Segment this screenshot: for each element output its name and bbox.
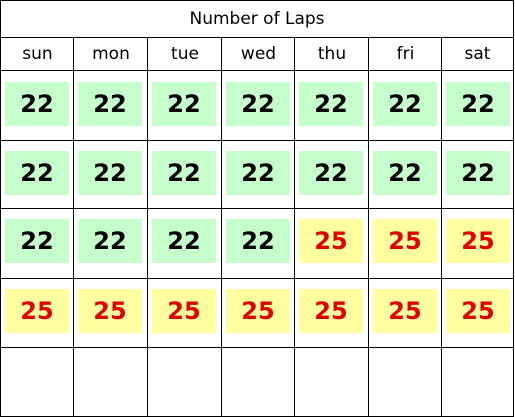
calendar-day-cell[interactable]: 22 (147, 71, 222, 141)
calendar-day-cell[interactable]: 22 (147, 140, 222, 209)
laps-count-badge: 25 (373, 219, 437, 263)
calendar-day-cell[interactable] (441, 347, 514, 417)
weekday-header-thu: thu (294, 37, 369, 71)
calendar-day-cell[interactable] (0, 347, 74, 417)
laps-count-badge: 22 (5, 151, 69, 195)
laps-count-badge: 25 (5, 289, 69, 333)
calendar-day-cell[interactable] (147, 347, 222, 417)
laps-count-badge: 22 (446, 82, 510, 126)
weekday-header-wed: wed (221, 37, 295, 71)
calendar-day-cell[interactable]: 25 (147, 278, 222, 348)
laps-count-badge: 25 (226, 289, 290, 333)
laps-count-badge: 25 (78, 289, 142, 333)
laps-count-badge: 22 (373, 151, 437, 195)
laps-count-badge: 22 (446, 151, 510, 195)
laps-count-badge: 22 (226, 219, 290, 263)
weekday-header-sat: sat (441, 37, 514, 71)
weekday-header-tue: tue (147, 37, 222, 71)
calendar-day-cell[interactable]: 22 (294, 71, 369, 141)
calendar-day-cell[interactable]: 25 (441, 278, 514, 348)
calendar-day-cell[interactable]: 22 (368, 140, 442, 209)
calendar-day-cell[interactable]: 25 (368, 278, 442, 348)
laps-count-badge: 22 (299, 82, 363, 126)
calendar-day-cell[interactable] (221, 347, 295, 417)
laps-count-badge: 22 (152, 219, 216, 263)
laps-count-badge: 22 (78, 219, 142, 263)
weekday-header-sun: sun (0, 37, 74, 71)
laps-count-badge: 25 (152, 289, 216, 333)
laps-count-badge: 22 (152, 82, 216, 126)
laps-count-badge: 22 (5, 219, 69, 263)
calendar-day-cell[interactable]: 25 (0, 278, 74, 348)
laps-count-badge: 22 (226, 82, 290, 126)
calendar-day-cell[interactable]: 22 (73, 208, 148, 279)
laps-count-badge: 22 (78, 151, 142, 195)
weekday-header-fri: fri (368, 37, 442, 71)
calendar-day-cell[interactable] (73, 347, 148, 417)
calendar-day-cell[interactable]: 22 (221, 71, 295, 141)
calendar-day-cell[interactable]: 22 (221, 140, 295, 209)
calendar-day-cell[interactable]: 25 (73, 278, 148, 348)
laps-count-badge: 22 (299, 151, 363, 195)
laps-count-badge: 22 (373, 82, 437, 126)
calendar-day-cell[interactable]: 25 (294, 278, 369, 348)
laps-count-badge: 22 (78, 82, 142, 126)
laps-count-badge: 22 (152, 151, 216, 195)
calendar-day-cell[interactable] (294, 347, 369, 417)
laps-count-badge: 25 (299, 219, 363, 263)
calendar-title: Number of Laps (0, 0, 514, 38)
calendar-day-cell[interactable]: 25 (221, 278, 295, 348)
laps-count-badge: 25 (299, 289, 363, 333)
laps-count-badge: 22 (5, 82, 69, 126)
calendar-day-cell[interactable]: 22 (294, 140, 369, 209)
calendar-day-cell[interactable]: 22 (368, 71, 442, 141)
calendar-day-cell[interactable]: 22 (73, 140, 148, 209)
calendar-day-cell[interactable]: 22 (221, 208, 295, 279)
laps-count-badge: 25 (446, 289, 510, 333)
calendar-day-cell[interactable]: 22 (0, 71, 74, 141)
calendar-grid: 22 22 22 22 22 22 22 22 22 22 22 22 22 22 22 22 22 22 25 25… (0, 71, 515, 417)
weekday-header-row: sun mon tue wed thu fri sat (0, 37, 515, 71)
calendar-day-cell[interactable]: 22 (441, 71, 514, 141)
calendar-day-cell[interactable]: 25 (294, 208, 369, 279)
calendar-day-cell[interactable]: 22 (0, 140, 74, 209)
calendar-day-cell[interactable] (368, 347, 442, 417)
calendar-day-cell[interactable]: 25 (441, 208, 514, 279)
laps-count-badge: 25 (373, 289, 437, 333)
laps-count-badge: 22 (226, 151, 290, 195)
calendar-day-cell[interactable]: 22 (441, 140, 514, 209)
calendar-day-cell[interactable]: 22 (73, 71, 148, 141)
weekday-header-mon: mon (73, 37, 148, 71)
calendar-day-cell[interactable]: 22 (147, 208, 222, 279)
calendar-day-cell[interactable]: 22 (0, 208, 74, 279)
laps-count-badge: 25 (446, 219, 510, 263)
calendar-day-cell[interactable]: 25 (368, 208, 442, 279)
